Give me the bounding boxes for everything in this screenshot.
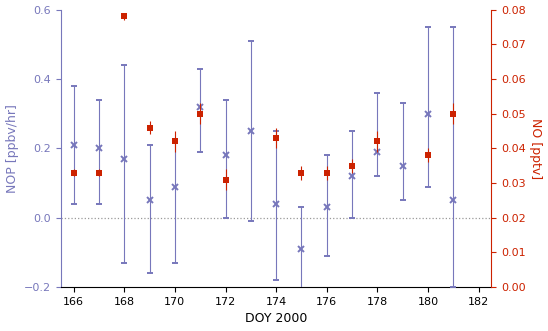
Y-axis label: NO [pptv]: NO [pptv] xyxy=(529,118,543,179)
X-axis label: DOY 2000: DOY 2000 xyxy=(245,312,307,325)
Y-axis label: NOP [ppbv/hr]: NOP [ppbv/hr] xyxy=(5,104,19,193)
